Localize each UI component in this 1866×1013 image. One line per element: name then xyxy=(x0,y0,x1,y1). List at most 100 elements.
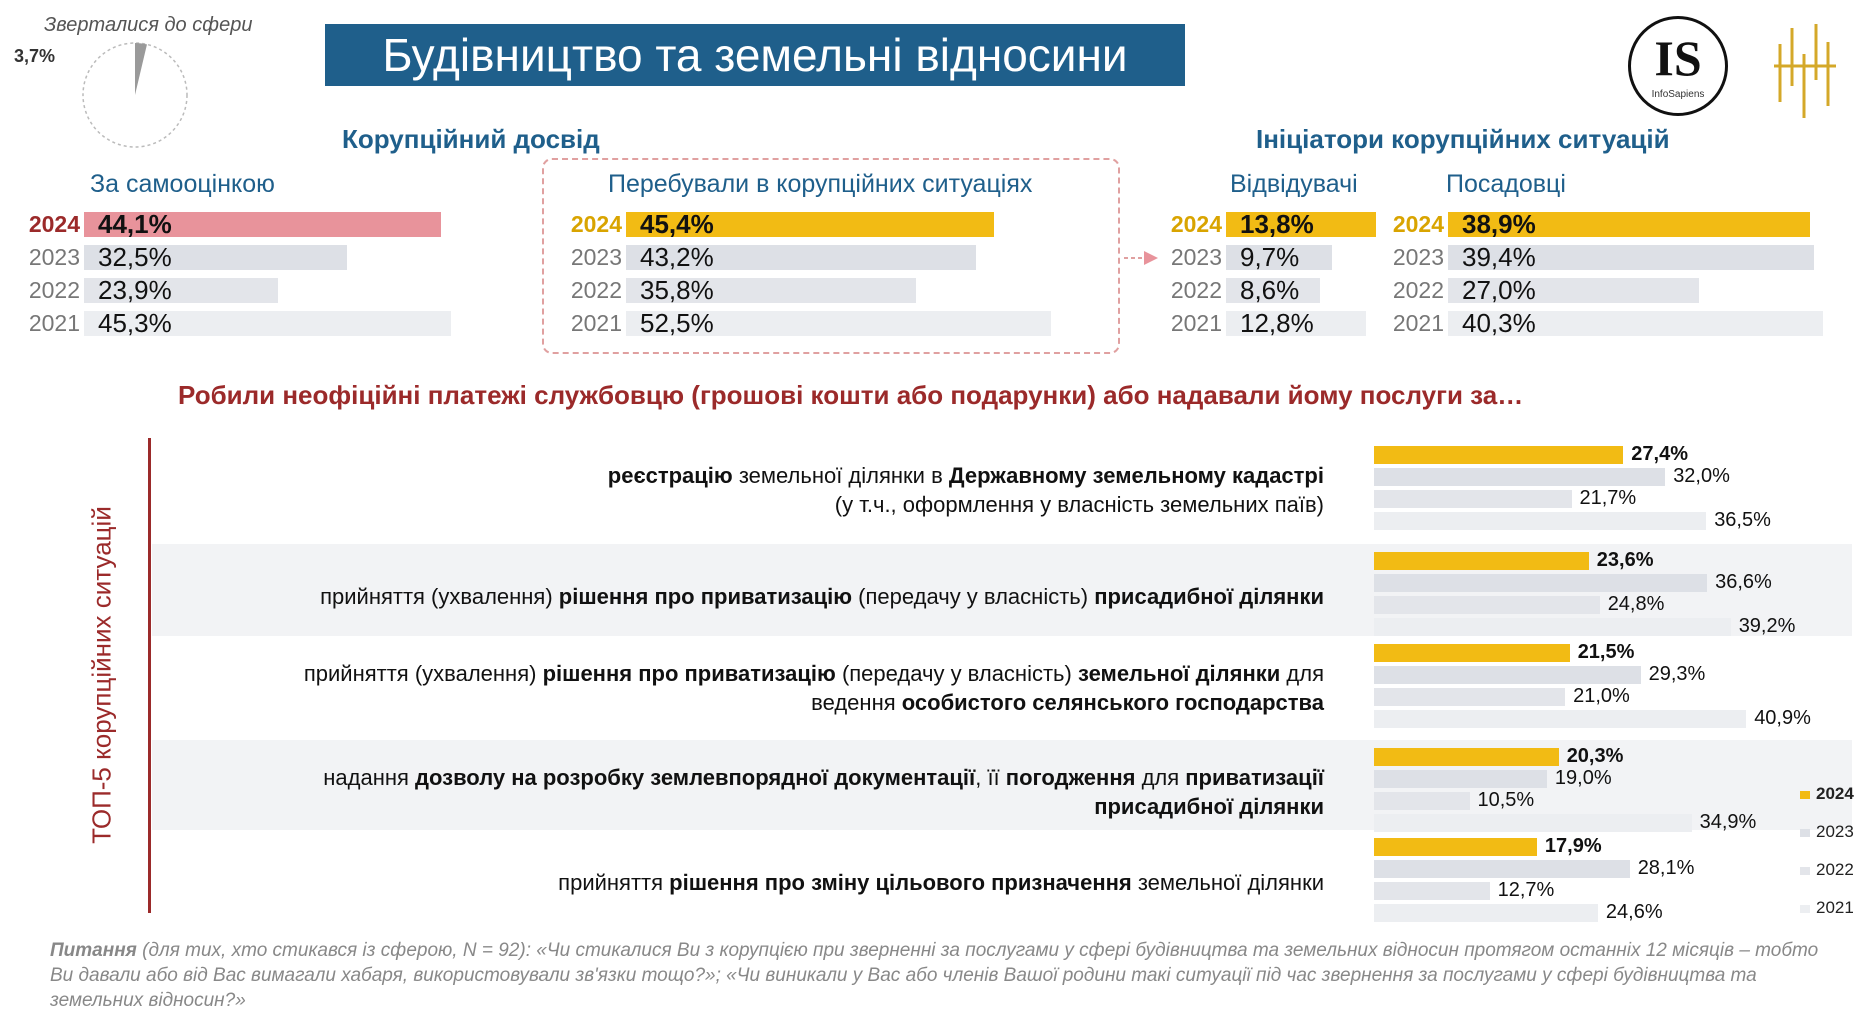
situation-3-value-2023: 19,0% xyxy=(1554,767,1612,789)
legend-swatch-2022 xyxy=(1800,866,1810,875)
highlight-frame xyxy=(542,158,1120,354)
situation-4-bar-2024 xyxy=(1374,838,1537,856)
chart-title-3: Посадовці xyxy=(1446,170,1566,198)
logo-text: IS xyxy=(1654,30,1702,86)
legend-item-2022: 2022 xyxy=(1800,860,1854,880)
situation-3-seg-0-1: дозволу на розробку землевпорядної докум… xyxy=(415,765,976,790)
year-label-2024: 2024 xyxy=(570,211,622,237)
bar-2023 xyxy=(84,245,348,270)
value-label-2021: 45,3% xyxy=(98,308,172,338)
situation-2-seg-1-1: особистого селянського господарства xyxy=(901,690,1324,715)
partner-logo-icon xyxy=(1774,24,1836,118)
situation-1-bar-2022 xyxy=(1374,596,1600,614)
situation-0-seg-0-0: реєстрацію xyxy=(607,463,733,488)
footer-lead: Питання xyxy=(50,940,137,961)
year-label-2022: 2022 xyxy=(1170,277,1222,303)
year-label-2024: 2024 xyxy=(28,211,80,237)
situation-3-value-2022: 10,5% xyxy=(1477,789,1535,811)
situation-4-line-0: прийняття рішення про зміну цільового пр… xyxy=(558,868,1324,897)
situation-2-bar-2022 xyxy=(1374,688,1566,706)
situation-1-bar-2024 xyxy=(1374,552,1589,570)
arrow-right-icon xyxy=(1124,251,1158,265)
value-label-2021: 52,5% xyxy=(640,308,714,338)
situation-0-seg-0-1: земельної ділянки в xyxy=(732,463,949,488)
situation-0-line-1: (у т.ч., оформлення у власність земельни… xyxy=(608,490,1324,519)
bar-2023 xyxy=(1226,245,1332,270)
situation-3-bar-2024 xyxy=(1374,748,1559,766)
year-label-2021: 2021 xyxy=(570,310,622,336)
situation-4-bar-2021 xyxy=(1374,904,1598,922)
year-label-2023: 2023 xyxy=(1170,244,1222,270)
value-label-2022: 8,6% xyxy=(1240,275,1300,305)
value-label-2023: 39,4% xyxy=(1462,242,1536,272)
situation-text-3: надання дозволу на розробку землевпорядн… xyxy=(323,763,1324,821)
situation-3-seg-0-5: приватизації xyxy=(1185,765,1324,790)
situation-2-line-0: прийняття (ухвалення) рішення про приват… xyxy=(304,659,1324,688)
year-label-2024: 2024 xyxy=(1392,211,1444,237)
bar-2024 xyxy=(626,212,994,237)
legend-swatch-2024 xyxy=(1800,790,1810,799)
value-label-2022: 27,0% xyxy=(1462,275,1536,305)
bar-2023 xyxy=(1448,245,1815,270)
situation-4-bar-2023 xyxy=(1374,860,1630,878)
year-label-2021: 2021 xyxy=(1170,310,1222,336)
side-label-text: ТОП-5 корупційних ситуацій xyxy=(86,506,117,844)
section-initiators: Ініціатори корупційних ситуацій xyxy=(1256,124,1670,154)
bar-2024 xyxy=(1226,212,1377,237)
situation-3-line-1: присадибної ділянки xyxy=(323,792,1324,821)
situation-2-seg-0-2: (передачу у власність) xyxy=(835,661,1078,686)
situation-text-2: прийняття (ухвалення) рішення про приват… xyxy=(304,659,1324,717)
situation-2-bar-2023 xyxy=(1374,666,1641,684)
situation-2-seg-0-1: рішення про приватизацію xyxy=(542,661,836,686)
value-label-2023: 32,5% xyxy=(98,242,172,272)
page-title: Будівництво та земельні відносини xyxy=(325,24,1185,86)
situation-4-seg-0-0: прийняття xyxy=(558,870,670,895)
situation-1-seg-0-0: прийняття (ухвалення) xyxy=(320,584,559,609)
situation-4-value-2023: 28,1% xyxy=(1637,857,1695,879)
value-label-2024: 44,1% xyxy=(98,209,172,239)
situation-2-seg-0-3: земельної ділянки xyxy=(1077,661,1281,686)
situation-2-value-2021: 40,9% xyxy=(1754,707,1811,729)
legend-label-2021: 2021 xyxy=(1816,898,1854,917)
situation-1-value-2022: 24,8% xyxy=(1607,593,1665,615)
bar-2022 xyxy=(626,278,916,303)
legend-swatch-2023 xyxy=(1800,828,1810,837)
situation-3-bar-2022 xyxy=(1374,792,1470,810)
situation-1-seg-0-3: присадибної ділянки xyxy=(1094,584,1324,609)
footer-text: (для тих, хто стикався із сферою, N = 92… xyxy=(50,940,1819,1011)
situation-3-seg-0-4: для xyxy=(1135,765,1186,790)
situation-4-value-2022: 12,7% xyxy=(1497,879,1555,901)
situation-3-value-2021: 34,9% xyxy=(1699,811,1757,833)
year-label-2022: 2022 xyxy=(570,277,622,303)
bar-2022 xyxy=(1226,278,1320,303)
situation-0-value-2024: 27,4% xyxy=(1631,443,1689,465)
situation-4-value-2021: 24,6% xyxy=(1605,901,1663,923)
situation-2-line-1: ведення особистого селянського господарс… xyxy=(304,688,1324,717)
legend-label-2022: 2022 xyxy=(1816,860,1854,879)
bar-2021 xyxy=(84,311,451,336)
pie-value-label: 3,7% xyxy=(14,46,56,66)
pie-caption: Зверталися до сфери xyxy=(44,14,253,36)
situation-0-seg-0-2: Державному земельному кадастрі xyxy=(948,463,1324,488)
situation-3-bar-2021 xyxy=(1374,814,1692,832)
situation-0-bar-2024 xyxy=(1374,446,1624,464)
section-corruption-experience: Корупційний досвід xyxy=(342,124,600,154)
bar-2021 xyxy=(1226,311,1366,336)
legend-item-2024: 2024 xyxy=(1800,784,1854,804)
situation-2-value-2024: 21,5% xyxy=(1577,641,1635,663)
situation-1-seg-0-1: рішення про приватизацію xyxy=(558,584,853,609)
year-label-2023: 2023 xyxy=(28,244,80,270)
situation-3-seg-0-2: , її xyxy=(975,765,1006,790)
situation-0-value-2021: 36,5% xyxy=(1714,509,1771,531)
situation-0-bar-2021 xyxy=(1374,512,1707,530)
situation-0-bar-2022 xyxy=(1374,490,1572,508)
legend-swatch-2021 xyxy=(1800,904,1810,913)
side-divider xyxy=(148,438,151,913)
situation-4-bar-2022 xyxy=(1374,882,1490,900)
situation-3-value-2024: 20,3% xyxy=(1566,745,1624,767)
situation-1-value-2021: 39,2% xyxy=(1738,615,1796,637)
situation-0-line-0: реєстрацію земельної ділянки в Державном… xyxy=(608,461,1324,490)
situation-2-seg-0-0: прийняття (ухвалення) xyxy=(303,661,543,686)
legend-label-2023: 2023 xyxy=(1816,822,1854,841)
footer-question: Питання (для тих, хто стикався із сферою… xyxy=(50,938,1840,1013)
